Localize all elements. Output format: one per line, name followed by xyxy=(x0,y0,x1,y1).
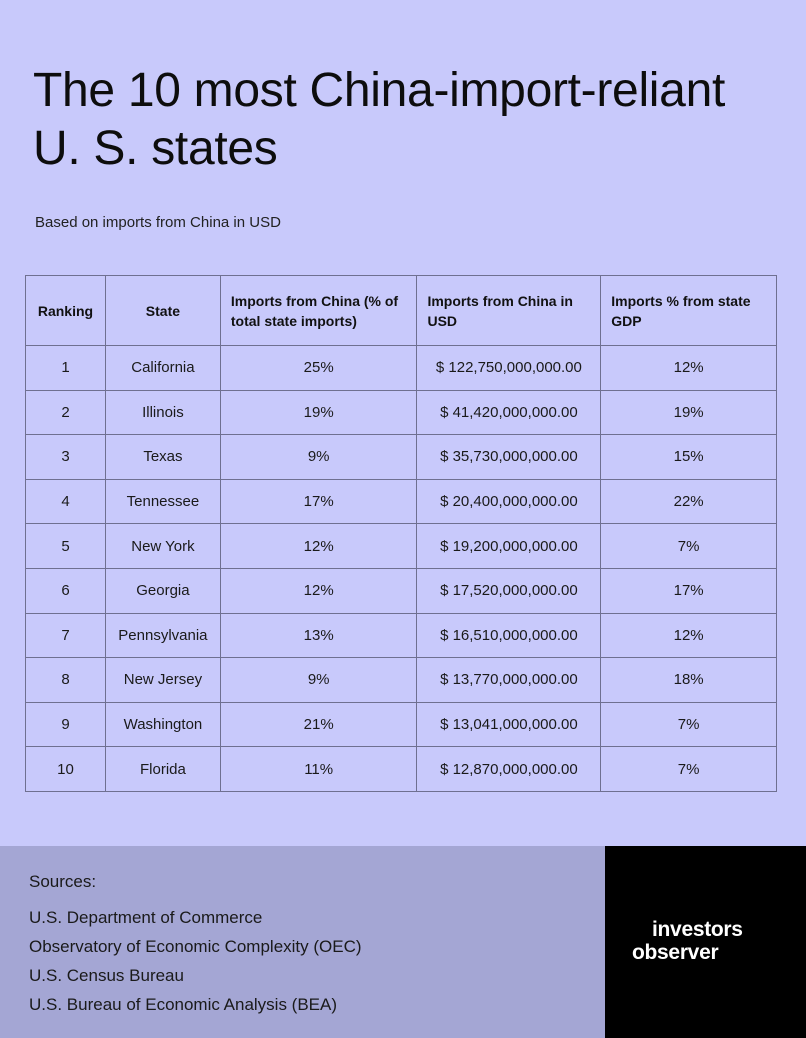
cell-gdp-percent: 19% xyxy=(600,389,777,436)
cell-imports-usd: $ 41,420,000,000.00 xyxy=(416,389,602,436)
source-item: U.S. Census Bureau xyxy=(29,966,184,985)
cell-ranking: 6 xyxy=(25,567,106,614)
cell-imports-usd: $ 13,770,000,000.00 xyxy=(416,657,602,703)
source-item: U.S. Department of Commerce xyxy=(29,908,263,927)
cell-imports-percent: 13% xyxy=(219,612,418,659)
cell-ranking: 7 xyxy=(25,612,106,659)
cell-gdp-percent: 12% xyxy=(600,345,777,391)
table-row: 5 New York 12% $ 19,200,000,000.00 7% xyxy=(25,523,777,569)
cell-state: Texas xyxy=(104,434,221,480)
cell-ranking: 1 xyxy=(25,345,106,391)
cell-ranking: 9 xyxy=(25,701,106,748)
cell-ranking: 10 xyxy=(25,746,106,792)
table-header-row: Ranking State Imports from China (% of t… xyxy=(25,275,777,346)
source-item: U.S. Bureau of Economic Analysis (BEA) xyxy=(29,995,338,1014)
cell-imports-usd: $ 19,200,000,000.00 xyxy=(416,523,602,569)
cell-imports-percent: 12% xyxy=(219,567,418,614)
column-header-state: State xyxy=(104,275,221,346)
table-row: 2 Illinois 19% $ 41,420,000,000.00 19% xyxy=(25,389,777,436)
cell-imports-percent: 9% xyxy=(219,434,418,480)
cell-gdp-percent: 18% xyxy=(600,657,777,703)
column-header-imports-percent: Imports from China (% of total state imp… xyxy=(219,275,418,346)
cell-gdp-percent: 15% xyxy=(600,434,777,480)
cell-gdp-percent: 7% xyxy=(600,523,777,569)
table-row: 7 Pennsylvania 13% $ 16,510,000,000.00 12% xyxy=(25,612,777,659)
table-row: 6 Georgia 12% $ 17,520,000,000.00 17% xyxy=(25,567,777,614)
logo-line-2: observer xyxy=(632,941,719,964)
cell-imports-usd: $ 35,730,000,000.00 xyxy=(416,434,602,480)
logo-line-1: investors xyxy=(652,918,743,941)
cell-imports-percent: 17% xyxy=(219,478,418,525)
cell-state: Illinois xyxy=(104,389,221,436)
imports-table: Ranking State Imports from China (% of t… xyxy=(25,275,777,792)
cell-gdp-percent: 7% xyxy=(600,701,777,748)
cell-imports-percent: 25% xyxy=(219,345,418,391)
cell-imports-usd: $ 16,510,000,000.00 xyxy=(416,612,602,659)
cell-gdp-percent: 12% xyxy=(600,612,777,659)
footer: Sources: U.S. Department of Commerce Obs… xyxy=(0,846,806,1038)
cell-imports-percent: 11% xyxy=(219,746,418,792)
cell-ranking: 8 xyxy=(25,657,106,703)
cell-state: Washington xyxy=(104,701,221,748)
sources-panel: Sources: U.S. Department of Commerce Obs… xyxy=(0,846,605,1038)
cell-ranking: 5 xyxy=(25,523,106,569)
table-row: 9 Washington 21% $ 13,041,000,000.00 7% xyxy=(25,701,777,748)
table-row: 4 Tennessee 17% $ 20,400,000,000.00 22% xyxy=(25,478,777,525)
cell-gdp-percent: 17% xyxy=(600,567,777,614)
subtitle: Based on imports from China in USD xyxy=(35,214,281,231)
source-item: Observatory of Economic Complexity (OEC) xyxy=(29,937,362,956)
cell-imports-percent: 9% xyxy=(219,657,418,703)
cell-state: Florida xyxy=(104,746,221,792)
cell-gdp-percent: 7% xyxy=(600,746,777,792)
cell-imports-percent: 19% xyxy=(219,389,418,436)
column-header-imports-usd: Imports from China in USD xyxy=(416,275,602,346)
cell-state: Pennsylvania xyxy=(104,612,221,659)
investors-observer-logo: investors observer xyxy=(605,846,806,1038)
table-row: 1 California 25% $ 122,750,000,000.00 12% xyxy=(25,345,777,391)
table-row: 8 New Jersey 9% $ 13,770,000,000.00 18% xyxy=(25,657,777,703)
cell-ranking: 3 xyxy=(25,434,106,480)
cell-imports-usd: $ 12,870,000,000.00 xyxy=(416,746,602,792)
cell-imports-usd: $ 122,750,000,000.00 xyxy=(416,345,602,391)
cell-gdp-percent: 22% xyxy=(600,478,777,525)
table-row: 3 Texas 9% $ 35,730,000,000.00 15% xyxy=(25,434,777,480)
page-title: The 10 most China-import-reliant U. S. s… xyxy=(33,64,726,175)
cell-state: New York xyxy=(104,523,221,569)
column-header-gdp-percent: Imports % from state GDP xyxy=(600,275,777,346)
cell-state: California xyxy=(104,345,221,391)
column-header-ranking: Ranking xyxy=(25,275,106,346)
cell-imports-percent: 12% xyxy=(219,523,418,569)
cell-state: Tennessee xyxy=(104,478,221,525)
sources-heading: Sources: xyxy=(29,872,97,891)
cell-state: Georgia xyxy=(104,567,221,614)
cell-imports-usd: $ 17,520,000,000.00 xyxy=(416,567,602,614)
cell-ranking: 2 xyxy=(25,389,106,436)
cell-state: New Jersey xyxy=(104,657,221,703)
cell-imports-usd: $ 13,041,000,000.00 xyxy=(416,701,602,748)
cell-imports-usd: $ 20,400,000,000.00 xyxy=(416,478,602,525)
cell-imports-percent: 21% xyxy=(219,701,418,748)
table-row: 10 Florida 11% $ 12,870,000,000.00 7% xyxy=(25,746,777,792)
cell-ranking: 4 xyxy=(25,478,106,525)
